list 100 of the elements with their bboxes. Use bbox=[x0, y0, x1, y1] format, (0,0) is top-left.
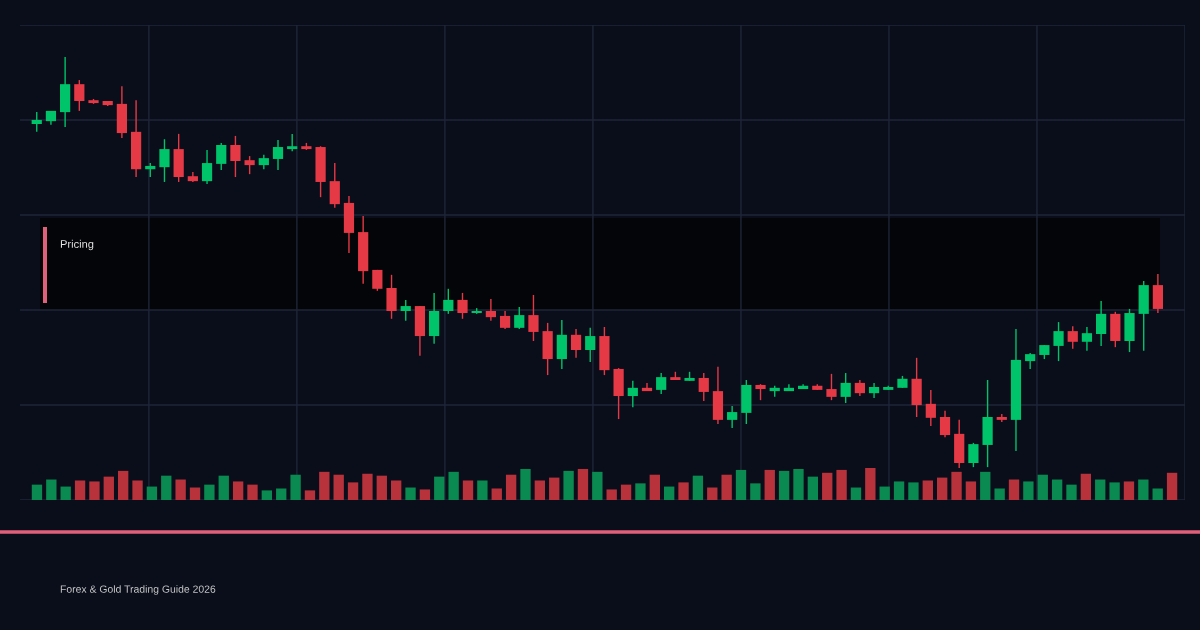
bar bbox=[247, 484, 258, 500]
candlestick bbox=[244, 155, 255, 175]
candlestick bbox=[1096, 300, 1107, 347]
candlestick bbox=[216, 142, 227, 171]
bar bbox=[994, 488, 1005, 500]
candlestick bbox=[1053, 321, 1064, 362]
bar bbox=[664, 486, 675, 500]
bar bbox=[922, 480, 933, 500]
bar bbox=[1138, 479, 1149, 500]
bar bbox=[1166, 472, 1178, 500]
bar bbox=[620, 484, 632, 500]
bar bbox=[333, 474, 344, 500]
bar bbox=[405, 487, 416, 500]
bar bbox=[908, 482, 919, 500]
bar bbox=[448, 471, 459, 500]
annotation: Pricing bbox=[60, 239, 94, 251]
candlestick bbox=[74, 79, 85, 112]
bar bbox=[31, 484, 43, 500]
bar bbox=[434, 476, 445, 500]
bar bbox=[161, 475, 172, 500]
bar bbox=[232, 481, 244, 500]
candlestick bbox=[840, 372, 851, 404]
bar bbox=[836, 469, 847, 500]
bar bbox=[937, 477, 948, 500]
bar bbox=[189, 487, 201, 500]
bar bbox=[1123, 481, 1135, 500]
text: Forex & Gold Trading Guide 2026 bbox=[60, 585, 216, 595]
bar bbox=[117, 470, 129, 500]
candlestick bbox=[485, 298, 496, 322]
bar bbox=[807, 476, 819, 500]
bar bbox=[46, 479, 57, 500]
candlestick bbox=[443, 288, 454, 315]
candlestick bbox=[528, 294, 539, 342]
bar bbox=[1037, 474, 1048, 500]
bar bbox=[520, 468, 531, 500]
bar bbox=[1008, 479, 1020, 500]
candlestick bbox=[400, 299, 411, 322]
bar bbox=[204, 484, 215, 500]
candlestick bbox=[727, 405, 738, 429]
bar bbox=[577, 468, 589, 500]
bar bbox=[376, 475, 387, 500]
bar bbox=[563, 470, 574, 500]
candlestick bbox=[230, 135, 241, 178]
bar bbox=[534, 480, 546, 500]
bar bbox=[347, 482, 359, 500]
bar bbox=[893, 481, 905, 500]
candlestick bbox=[31, 111, 42, 133]
bar bbox=[362, 473, 373, 500]
bar bbox=[865, 468, 876, 500]
bar bbox=[74, 480, 86, 500]
bar bbox=[965, 481, 977, 500]
candlestick bbox=[585, 327, 596, 363]
bar bbox=[290, 474, 301, 500]
bar bbox=[1109, 482, 1120, 500]
bar bbox=[1051, 479, 1063, 500]
candlestick bbox=[272, 139, 284, 171]
bar bbox=[678, 482, 689, 500]
candlestick bbox=[939, 410, 951, 438]
bar bbox=[261, 490, 273, 500]
candlestick bbox=[698, 372, 709, 402]
bar bbox=[505, 474, 517, 500]
bar bbox=[419, 489, 431, 500]
bar bbox=[1066, 484, 1077, 500]
bar bbox=[707, 487, 718, 500]
bar bbox=[764, 469, 775, 500]
bar bbox=[750, 483, 761, 500]
bar bbox=[60, 486, 71, 500]
bar bbox=[103, 476, 114, 500]
candlestick bbox=[499, 310, 511, 330]
bar bbox=[980, 471, 991, 500]
bar bbox=[635, 483, 646, 500]
bar bbox=[606, 489, 617, 500]
candlestick bbox=[627, 380, 638, 408]
candlestick bbox=[1081, 326, 1093, 352]
bar bbox=[822, 472, 833, 500]
candlestick bbox=[159, 138, 170, 183]
bar bbox=[721, 474, 732, 500]
candlestick bbox=[1152, 273, 1163, 314]
bar bbox=[1023, 481, 1034, 500]
bar bbox=[879, 486, 890, 500]
candlestick bbox=[329, 162, 340, 209]
bar bbox=[132, 480, 143, 500]
bar bbox=[592, 471, 603, 500]
bar bbox=[850, 487, 862, 500]
candlestick bbox=[457, 292, 468, 320]
bar bbox=[1152, 488, 1163, 500]
bar bbox=[692, 475, 704, 500]
bar bbox=[951, 471, 962, 500]
bar bbox=[146, 486, 158, 500]
candlestick bbox=[514, 306, 525, 330]
candlestick bbox=[386, 274, 397, 320]
candlestick bbox=[968, 442, 979, 468]
bar bbox=[175, 479, 186, 500]
bar bbox=[735, 469, 747, 500]
bar bbox=[1080, 473, 1092, 500]
bar bbox=[304, 490, 316, 500]
bar bbox=[549, 477, 560, 500]
candlestick bbox=[656, 372, 667, 395]
candlestick bbox=[201, 149, 213, 185]
bar bbox=[276, 488, 287, 500]
